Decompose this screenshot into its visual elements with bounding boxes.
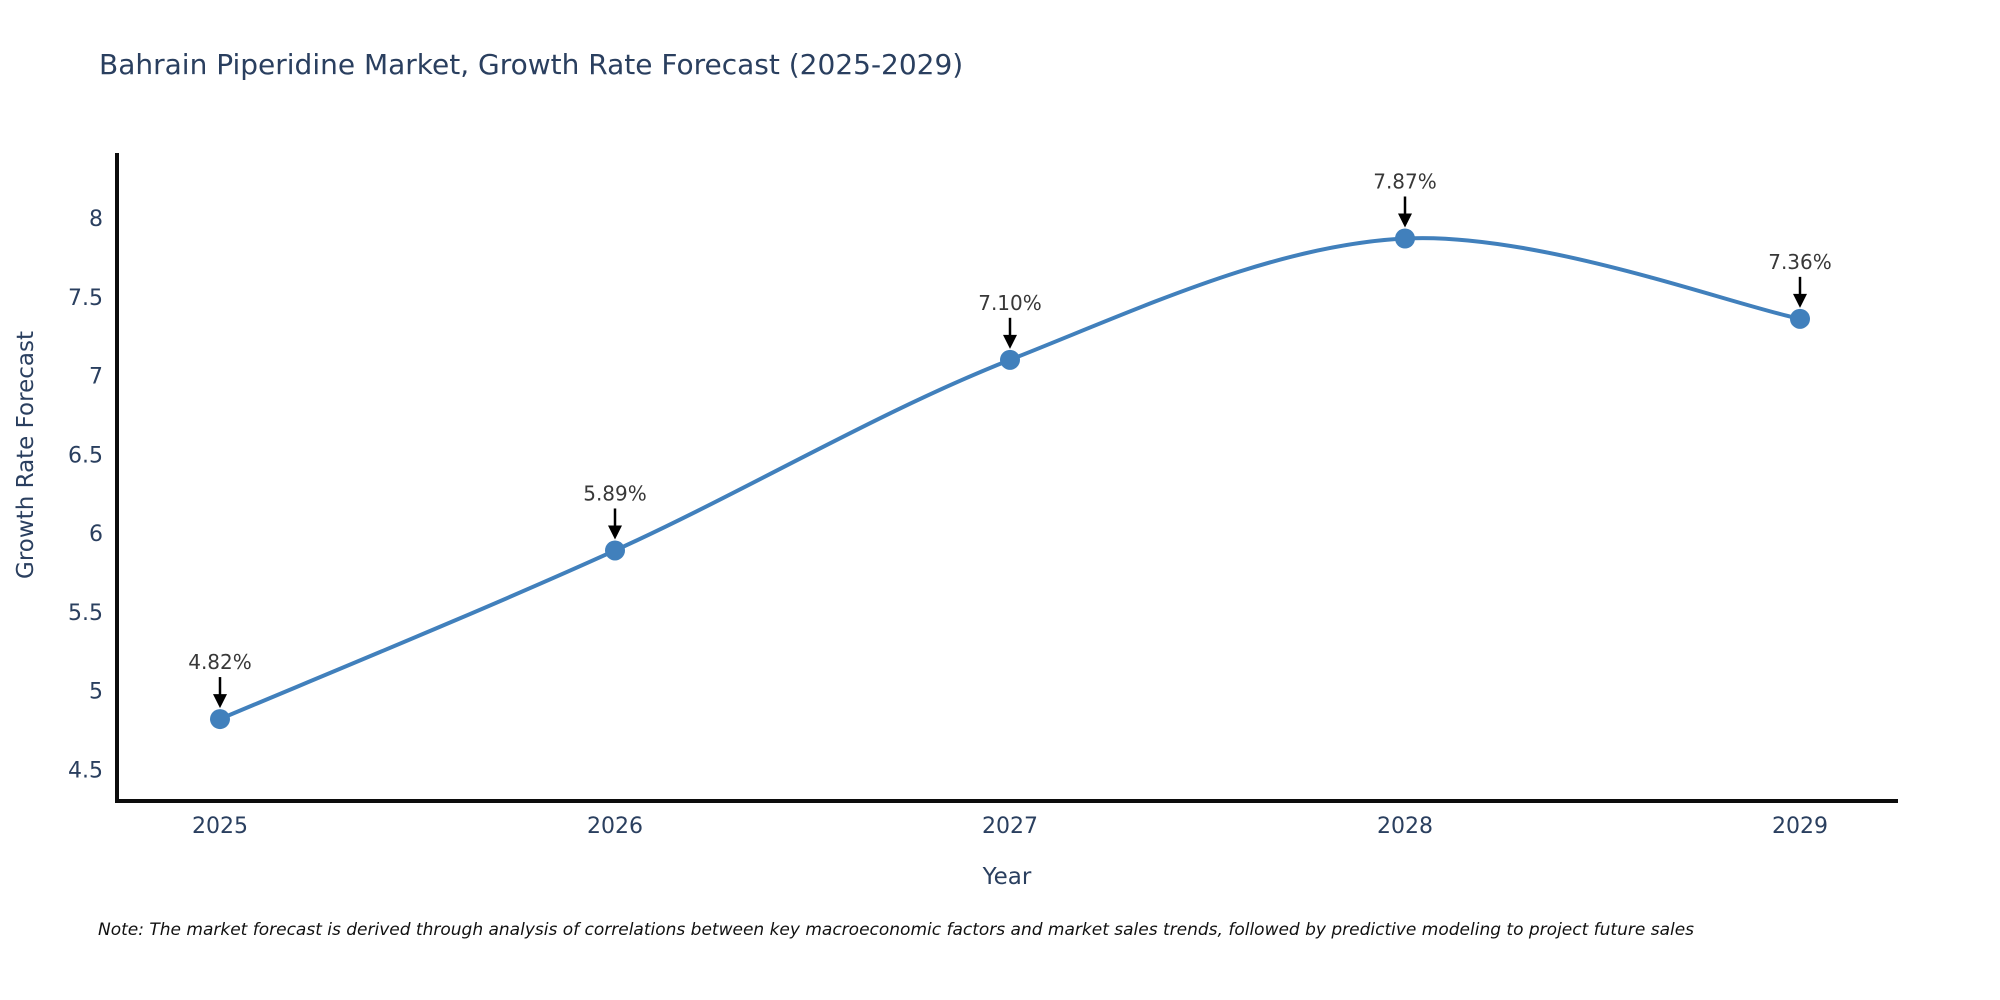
data-point-marker	[1790, 308, 1810, 329]
x-tick-label: 2028	[1377, 814, 1433, 839]
annotation-arrowhead	[608, 525, 622, 540]
y-tick-label: 5.5	[68, 601, 103, 626]
annotation-arrowhead	[1003, 334, 1017, 349]
y-tick-label: 4.5	[68, 758, 103, 783]
y-axis-title: Growth Rate Forecast	[13, 331, 39, 579]
data-point-marker	[1395, 228, 1415, 249]
y-tick-label: 8	[89, 207, 103, 232]
point-annotation-label: 7.36%	[1768, 250, 1832, 274]
point-annotation-label: 5.89%	[583, 481, 647, 505]
point-annotation-label: 7.87%	[1373, 170, 1437, 194]
data-point-marker	[210, 709, 230, 730]
annotation-arrowhead	[1793, 293, 1807, 308]
point-annotation-label: 7.10%	[978, 291, 1042, 315]
data-point-marker	[605, 540, 625, 561]
y-tick-label: 7.5	[68, 286, 103, 311]
x-tick-label: 2027	[982, 814, 1038, 839]
y-tick-label: 7	[89, 365, 103, 390]
y-tick-label: 5	[89, 680, 103, 705]
chart-title: Bahrain Piperidine Market, Growth Rate F…	[99, 48, 964, 81]
y-tick-label: 6	[89, 522, 103, 547]
annotation-arrowhead	[213, 694, 227, 709]
y-tick-label: 6.5	[68, 443, 103, 468]
x-tick-label: 2025	[192, 814, 248, 839]
x-tick-label: 2029	[1772, 814, 1828, 839]
point-annotation-label: 4.82%	[188, 650, 252, 674]
footnote: Note: The market forecast is derived thr…	[98, 920, 1695, 940]
annotation-arrowhead	[1398, 213, 1412, 228]
x-tick-label: 2026	[587, 814, 643, 839]
data-point-marker	[1000, 349, 1020, 370]
x-axis-title: Year	[982, 864, 1032, 890]
